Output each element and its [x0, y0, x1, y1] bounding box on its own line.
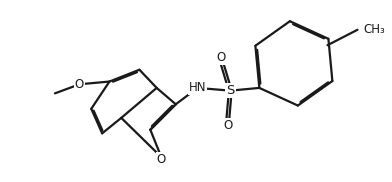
Text: O: O: [75, 78, 84, 91]
Text: CH₃: CH₃: [364, 23, 386, 36]
Text: O: O: [157, 153, 166, 166]
Text: HN: HN: [189, 81, 206, 94]
Text: O: O: [216, 51, 226, 64]
Text: S: S: [226, 84, 234, 97]
Text: O: O: [223, 119, 232, 132]
